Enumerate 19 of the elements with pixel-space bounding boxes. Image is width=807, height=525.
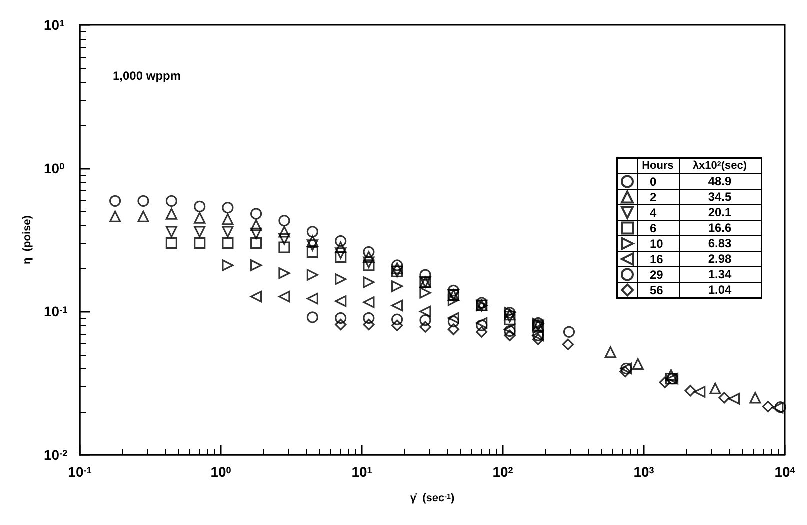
y-axis-title: η (poise)	[22, 215, 34, 264]
annotation: 48.9	[708, 174, 732, 188]
annotation: 20.1	[708, 205, 732, 220]
annotation: 6.83	[708, 236, 732, 250]
legend-label: 4	[650, 206, 657, 220]
legend-label: 16	[650, 252, 664, 266]
legend-label: 0	[650, 174, 657, 189]
legend-title: Hours	[642, 160, 674, 172]
annotation: 2.98	[708, 252, 732, 266]
legend-label: 6	[650, 221, 657, 236]
annotation: 1,000 wppm	[113, 69, 182, 83]
legend-label: 10	[650, 236, 664, 251]
annotation: 1.04	[708, 282, 732, 297]
legend-label: 29	[650, 268, 664, 282]
annotation: 16.6	[708, 220, 732, 235]
legend-label: 56	[650, 283, 664, 298]
legend-label: 2	[650, 190, 657, 204]
annotation: 34.5	[708, 190, 732, 204]
annotation: 1.34	[708, 267, 732, 282]
